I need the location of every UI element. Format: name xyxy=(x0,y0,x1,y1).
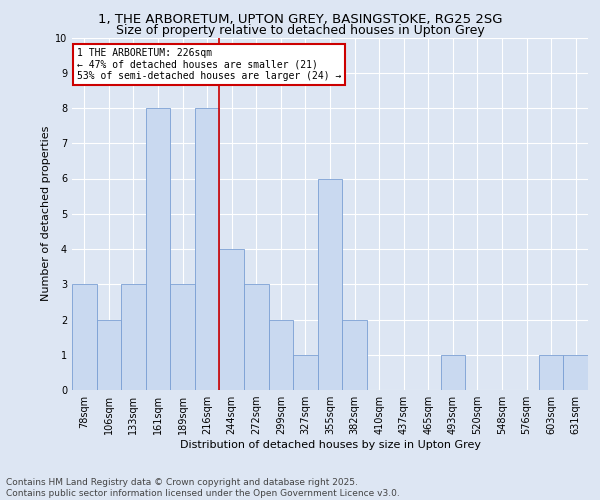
Text: 1, THE ARBORETUM, UPTON GREY, BASINGSTOKE, RG25 2SG: 1, THE ARBORETUM, UPTON GREY, BASINGSTOK… xyxy=(98,12,502,26)
Bar xyxy=(440,355,465,390)
Bar xyxy=(72,284,97,390)
Bar xyxy=(563,355,588,390)
Bar xyxy=(121,284,146,390)
Bar xyxy=(293,355,318,390)
Bar xyxy=(244,284,269,390)
Bar xyxy=(269,320,293,390)
Text: Contains HM Land Registry data © Crown copyright and database right 2025.
Contai: Contains HM Land Registry data © Crown c… xyxy=(6,478,400,498)
Bar xyxy=(539,355,563,390)
Bar xyxy=(146,108,170,390)
Bar xyxy=(195,108,220,390)
Text: Size of property relative to detached houses in Upton Grey: Size of property relative to detached ho… xyxy=(116,24,484,37)
Bar xyxy=(170,284,195,390)
X-axis label: Distribution of detached houses by size in Upton Grey: Distribution of detached houses by size … xyxy=(179,440,481,450)
Bar xyxy=(342,320,367,390)
Bar xyxy=(220,249,244,390)
Text: 1 THE ARBORETUM: 226sqm
← 47% of detached houses are smaller (21)
53% of semi-de: 1 THE ARBORETUM: 226sqm ← 47% of detache… xyxy=(77,48,341,82)
Y-axis label: Number of detached properties: Number of detached properties xyxy=(41,126,51,302)
Bar xyxy=(318,178,342,390)
Bar xyxy=(97,320,121,390)
